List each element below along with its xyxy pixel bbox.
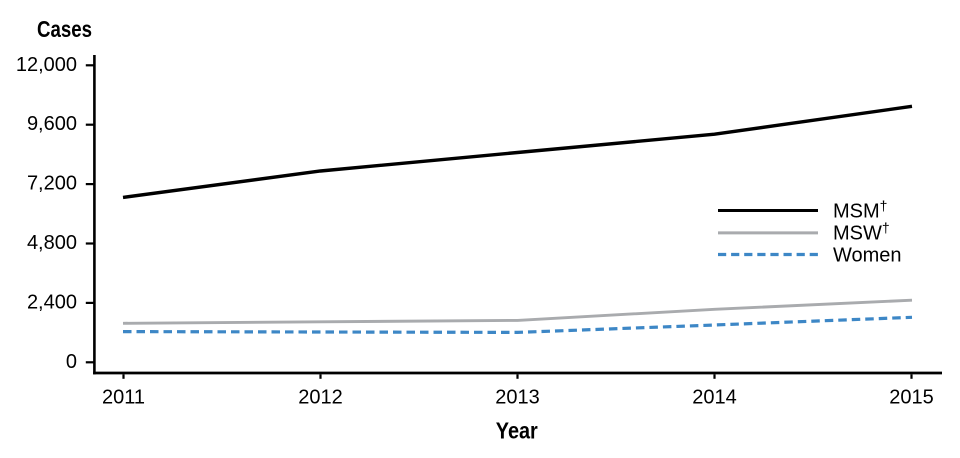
svg-text:Women: Women (833, 245, 902, 267)
svg-text:2,400: 2,400 (27, 291, 77, 313)
svg-text:Year: Year (496, 417, 538, 443)
svg-text:2014: 2014 (692, 387, 737, 409)
svg-text:MSM†: MSM† (833, 198, 887, 223)
svg-text:9,600: 9,600 (27, 113, 77, 135)
svg-text:Cases: Cases (37, 16, 92, 42)
svg-text:2011: 2011 (102, 387, 145, 409)
svg-text:MSW†: MSW† (833, 220, 890, 245)
svg-text:2015: 2015 (889, 387, 934, 409)
svg-text:0: 0 (66, 351, 77, 373)
svg-text:7,200: 7,200 (27, 173, 77, 195)
svg-text:2012: 2012 (298, 387, 343, 409)
svg-text:4,800: 4,800 (27, 232, 77, 254)
svg-text:2013: 2013 (495, 387, 540, 409)
svg-text:12,000: 12,000 (16, 54, 77, 76)
